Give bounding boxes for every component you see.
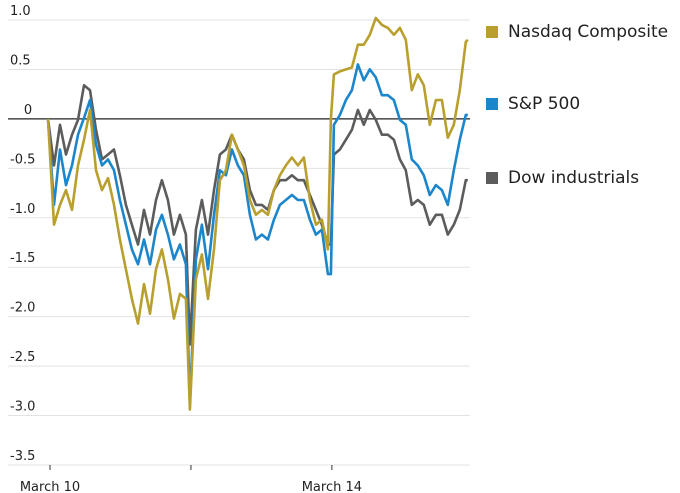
y-tick-label: 0 bbox=[24, 103, 32, 118]
y-tick-label: -3.0 bbox=[10, 400, 35, 415]
legend-item-sp500: S&P 500 bbox=[486, 94, 580, 114]
x-axis: March 10 March 14 bbox=[20, 465, 362, 493]
legend-label-sp500: S&P 500 bbox=[508, 94, 581, 114]
x-tick-label: March 10 bbox=[20, 480, 80, 493]
y-tick-label: -2.0 bbox=[10, 301, 35, 316]
gridlines bbox=[8, 19, 470, 466]
series-line-dow-industrials bbox=[46, 84, 468, 346]
y-axis-labels: 1.0 0.5 0 -0.5 -1.0 -1.5 -2.0 -2.5 -3.0 -3.5 bbox=[10, 4, 35, 464]
y-tick-label: -3.5 bbox=[10, 449, 35, 464]
legend-label-nasdaq: Nasdaq Composite bbox=[508, 22, 669, 42]
y-tick-label: 1.0 bbox=[10, 4, 31, 19]
y-tick-label: -0.5 bbox=[10, 152, 35, 167]
x-tick-label: March 14 bbox=[302, 480, 362, 493]
legend-label-dow: Dow industrials bbox=[508, 168, 640, 188]
legend-item-nasdaq: Nasdaq Composite bbox=[486, 22, 668, 42]
y-tick-label: -1.0 bbox=[10, 202, 35, 217]
series-line-s-p-500 bbox=[46, 63, 468, 406]
y-tick-label: -1.5 bbox=[10, 251, 35, 266]
legend-swatch-sp500 bbox=[486, 98, 498, 110]
legend-swatch-nasdaq bbox=[486, 26, 498, 38]
y-tick-label: 0.5 bbox=[10, 53, 31, 68]
legend-swatch-dow bbox=[486, 172, 498, 184]
series-lines bbox=[46, 16, 469, 411]
y-tick-label: -2.5 bbox=[10, 350, 35, 365]
legend-item-dow: Dow industrials bbox=[486, 168, 639, 188]
series-line-nasdaq-composite bbox=[46, 16, 469, 411]
